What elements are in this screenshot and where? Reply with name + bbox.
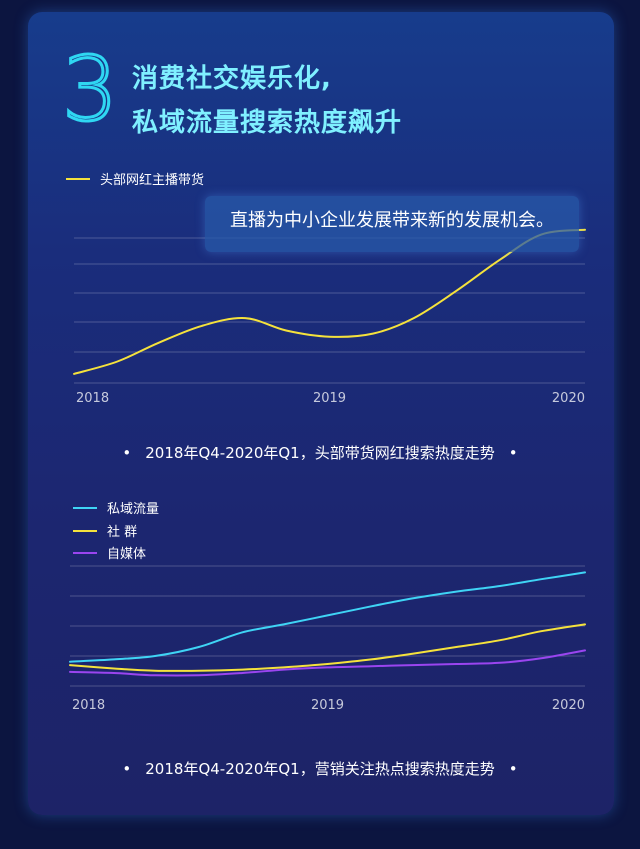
series-line	[73, 228, 586, 375]
content-card	[28, 12, 614, 815]
chart2-legend-item: 私域流量	[73, 498, 159, 517]
legend-label: 头部网红主播带货	[100, 173, 205, 188]
caption-bullet: •	[122, 760, 132, 778]
legend-label: 社 群	[107, 525, 138, 540]
chart2-legend-item: 自媒体	[73, 543, 146, 562]
x-tick-label: 2020	[552, 698, 585, 713]
caption-bullet: •	[508, 760, 518, 778]
legend-swatch	[73, 551, 97, 554]
caption-text: 2018年Q4-2020年Q1，头部带货网红搜索热度走势	[145, 444, 495, 462]
legend-swatch	[66, 177, 90, 180]
legend-label: 私域流量	[107, 502, 160, 517]
x-tick-label: 2018	[76, 391, 109, 406]
x-tick-label: 2019	[313, 391, 346, 406]
chart2-legend-item: 社 群	[73, 521, 137, 540]
series-line	[69, 649, 586, 677]
caption-bullet: •	[508, 444, 518, 462]
series-line	[69, 571, 586, 663]
title-line-1: 消费社交娱乐化,	[132, 64, 332, 94]
x-tick-label: 2019	[311, 698, 344, 713]
chart1-legend-item: 头部网红主播带货	[66, 169, 204, 188]
x-tick-label: 2018	[72, 698, 105, 713]
x-tick-label: 2020	[552, 391, 585, 406]
caption-bullet: •	[122, 444, 132, 462]
chart1-caption: • 2018年Q4-2020年Q1，头部带货网红搜索热度走势 •	[0, 442, 640, 463]
chart1-plot: 2018 2019 2020	[73, 228, 586, 406]
legend-swatch	[73, 506, 97, 509]
caption-text: 2018年Q4-2020年Q1，营销关注热点搜索热度走势	[145, 760, 495, 778]
chart2-plot: 2018 2019 2020	[69, 565, 586, 713]
title-line-2: 私域流量搜索热度飙升	[132, 108, 403, 138]
legend-label: 自媒体	[107, 547, 147, 562]
section-number: 3	[61, 38, 120, 141]
series-line	[69, 623, 586, 672]
chart2-caption: • 2018年Q4-2020年Q1，营销关注热点搜索热度走势 •	[0, 758, 640, 779]
chart1-callout: 直播为中小企业发展带来新的发展机会。	[205, 196, 579, 252]
legend-swatch	[73, 529, 97, 532]
